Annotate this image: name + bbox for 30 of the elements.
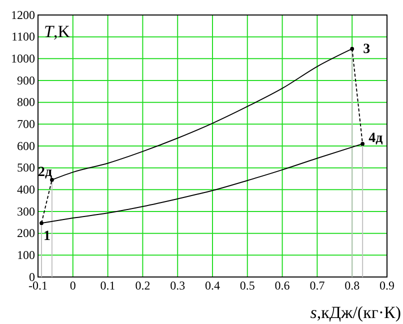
y-tick-label: 1200 [11, 8, 35, 22]
annotation: 2д [38, 164, 52, 180]
annotation: 3 [363, 42, 370, 57]
x-axis-title: s,кДж/(кг·К) [310, 303, 401, 322]
y-tick-label: 1000 [11, 52, 35, 66]
y-tick-label: 100 [17, 248, 35, 262]
y-tick-label: 400 [17, 182, 35, 197]
x-tick-label: 0.8 [344, 278, 360, 293]
x-tick-label: 0.6 [274, 278, 290, 293]
x-tick-label: 0.1 [100, 278, 116, 293]
y-tick-label: 200 [17, 226, 35, 240]
y-tick-label: 700 [17, 117, 35, 132]
annotation: 4д [368, 130, 383, 146]
x-tick-label: 0.7 [310, 278, 325, 293]
x-tick-label: 0.4 [205, 278, 220, 293]
x-tick-label: 0.9 [380, 278, 394, 293]
y-tick-label: 1100 [11, 30, 35, 44]
x-tick-label: 0.3 [170, 278, 186, 293]
x-tick-label: 0 [70, 278, 76, 293]
y-tick-label: 300 [17, 204, 35, 218]
y-tick-label: 900 [17, 73, 35, 88]
y-axis-title: T,K [44, 22, 71, 41]
y-tick-label: 500 [17, 160, 35, 175]
point [40, 221, 44, 226]
x-tick-label: 0.5 [240, 278, 255, 293]
y-tick-label: 800 [17, 95, 35, 110]
y-tick-label: 600 [17, 138, 35, 153]
point [350, 46, 354, 51]
x-tick-label: 0.2 [135, 278, 150, 293]
point [360, 142, 365, 146]
